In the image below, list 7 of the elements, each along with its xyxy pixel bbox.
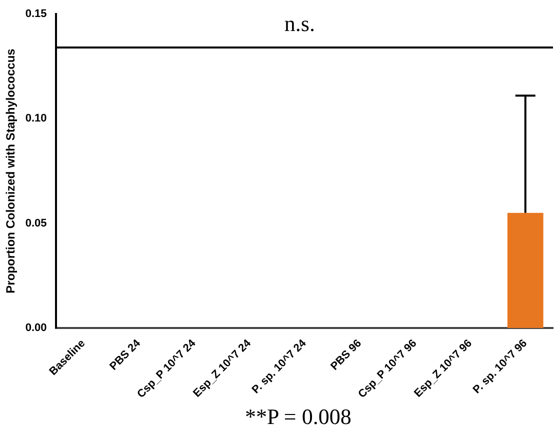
y-tick-label: 0.15 <box>25 8 47 20</box>
ref-line-label: n.s. <box>284 11 315 38</box>
y-axis-title: Proportion Colonized with Staphylococcus <box>4 48 18 294</box>
y-tick-label: 0.00 <box>25 322 47 334</box>
text: **P = 0.008 <box>245 404 352 430</box>
y-tick-label: 0.10 <box>25 112 47 125</box>
y-tick-label: 0.05 <box>25 217 47 230</box>
